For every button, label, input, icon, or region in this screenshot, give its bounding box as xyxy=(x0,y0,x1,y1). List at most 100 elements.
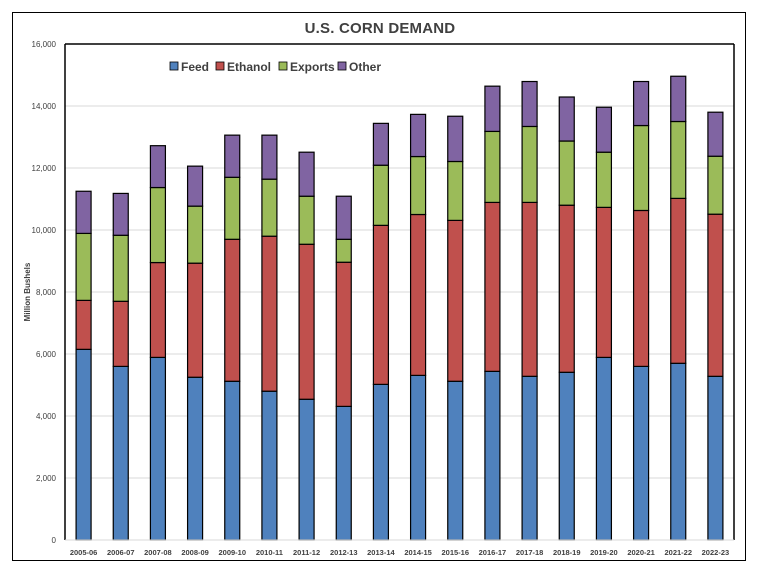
y-axis-label: Million Bushels xyxy=(23,262,32,321)
bar-exports-2008-09 xyxy=(186,205,204,264)
legend-swatch-ethanol xyxy=(215,61,225,71)
y-tick-label: 10,000 xyxy=(32,226,57,235)
legend-swatch-feed xyxy=(169,61,179,71)
x-tick-label: 2008-09 xyxy=(181,548,209,557)
bar-feed-2013-14 xyxy=(372,383,390,541)
bar-other-2013-14 xyxy=(372,122,390,166)
bar-other-2009-10 xyxy=(224,134,241,178)
bar-exports-2019-20 xyxy=(595,151,613,208)
y-tick-label: 8,000 xyxy=(36,288,57,297)
bar-ethanol-2020-21 xyxy=(632,209,650,367)
bar-ethanol-2015-16 xyxy=(447,219,464,382)
bar-feed-2011-12 xyxy=(298,398,315,541)
bar-ethanol-2013-14 xyxy=(372,224,390,385)
bar-feed-2005-06 xyxy=(75,348,92,541)
bar-exports-2010-11 xyxy=(261,178,278,237)
legend-label-feed: Feed xyxy=(181,60,209,74)
bar-feed-2012-13 xyxy=(335,405,352,541)
bar-exports-2011-12 xyxy=(298,195,315,245)
x-tick-label: 2017-18 xyxy=(516,548,544,557)
bar-other-2016-17 xyxy=(484,85,501,133)
bar-ethanol-2014-15 xyxy=(409,213,427,376)
x-tick-label: 2022-23 xyxy=(702,548,730,557)
bar-feed-2010-11 xyxy=(261,390,278,541)
bar-ethanol-2006-07 xyxy=(112,300,129,367)
x-tick-label: 2016-17 xyxy=(479,548,507,557)
bar-other-2022-23 xyxy=(707,111,724,157)
bar-ethanol-2011-12 xyxy=(298,243,315,400)
bar-feed-2019-20 xyxy=(595,356,613,541)
bar-feed-2018-19 xyxy=(558,371,575,541)
bar-exports-2017-18 xyxy=(521,125,538,204)
bars xyxy=(75,75,724,541)
bar-ethanol-2019-20 xyxy=(595,206,613,359)
x-tick-label: 2015-16 xyxy=(441,548,469,557)
bar-feed-2008-09 xyxy=(186,376,204,541)
chart-title: U.S. CORN DEMAND xyxy=(304,20,456,37)
bar-other-2012-13 xyxy=(335,195,352,240)
axes xyxy=(64,43,735,541)
bar-exports-2005-06 xyxy=(75,232,92,301)
bar-other-2008-09 xyxy=(186,165,204,207)
bar-ethanol-2008-09 xyxy=(186,262,204,378)
bar-exports-2015-16 xyxy=(447,160,464,221)
x-tick-label: 2006-07 xyxy=(107,548,135,557)
gridlines xyxy=(65,105,734,479)
legend-swatch-exports xyxy=(278,61,288,71)
bar-other-2005-06 xyxy=(75,190,92,235)
bar-exports-2014-15 xyxy=(409,155,427,216)
bar-feed-2022-23 xyxy=(707,375,724,541)
x-tick-label: 2012-13 xyxy=(330,548,358,557)
legend: Feed Ethanol Exports Other xyxy=(169,60,381,74)
bar-ethanol-2021-22 xyxy=(670,197,687,364)
y-tick-label: 16,000 xyxy=(32,40,57,49)
bar-other-2006-07 xyxy=(112,192,129,236)
bar-ethanol-2012-13 xyxy=(335,261,352,407)
bar-feed-2015-16 xyxy=(447,380,464,541)
bar-exports-2013-14 xyxy=(372,164,390,226)
y-tick-label: 4,000 xyxy=(36,412,57,421)
bar-other-2015-16 xyxy=(447,115,464,163)
bar-exports-2006-07 xyxy=(112,234,129,302)
legend-swatch-other xyxy=(337,61,347,71)
bar-other-2021-22 xyxy=(670,75,687,123)
bar-exports-2021-22 xyxy=(670,120,687,199)
bar-exports-2012-13 xyxy=(335,238,352,263)
x-tick-label: 2021-22 xyxy=(664,548,692,557)
x-tick-label: 2005-06 xyxy=(70,548,98,557)
bar-other-2020-21 xyxy=(632,80,650,127)
bar-exports-2007-08 xyxy=(149,186,167,264)
y-tick-labels: 0 2,000 4,000 6,000 8,000 10,000 12,000 14,000 1… xyxy=(32,40,57,545)
y-tick-label: 12,000 xyxy=(32,164,57,173)
x-tick-label: 2019-20 xyxy=(590,548,618,557)
x-tick-label: 2010-11 xyxy=(256,548,283,557)
bar-feed-2020-21 xyxy=(632,365,650,541)
bar-other-2017-18 xyxy=(521,80,538,128)
x-tick-label: 2020-21 xyxy=(627,548,655,557)
bar-other-2011-12 xyxy=(298,151,315,197)
x-tick-label: 2007-08 xyxy=(144,548,172,557)
y-tick-label: 0 xyxy=(52,536,57,545)
legend-label-other: Other xyxy=(349,60,381,74)
legend-label-exports: Exports xyxy=(290,60,335,74)
bar-ethanol-2016-17 xyxy=(484,201,501,372)
bar-ethanol-2005-06 xyxy=(75,299,92,350)
bar-feed-2006-07 xyxy=(112,365,129,541)
bar-feed-2007-08 xyxy=(149,356,167,541)
bar-exports-2009-10 xyxy=(224,176,241,240)
bar-feed-2017-18 xyxy=(521,375,538,541)
bar-exports-2018-19 xyxy=(558,140,575,206)
bar-ethanol-2010-11 xyxy=(261,235,278,392)
bar-ethanol-2022-23 xyxy=(707,213,724,377)
y-tick-label: 6,000 xyxy=(36,350,57,359)
bar-exports-2016-17 xyxy=(484,130,501,204)
bar-ethanol-2018-19 xyxy=(558,204,575,373)
x-tick-label: 2014-15 xyxy=(404,548,432,557)
bar-other-2010-11 xyxy=(261,134,278,180)
x-tick-labels: 2005-06 2006-07 2007-08 2008-09 2009-10 2010-… xyxy=(70,548,729,557)
x-tick-label: 2009-10 xyxy=(218,548,246,557)
bar-feed-2016-17 xyxy=(484,370,501,541)
bar-other-2018-19 xyxy=(558,96,575,142)
bar-ethanol-2009-10 xyxy=(224,238,241,382)
